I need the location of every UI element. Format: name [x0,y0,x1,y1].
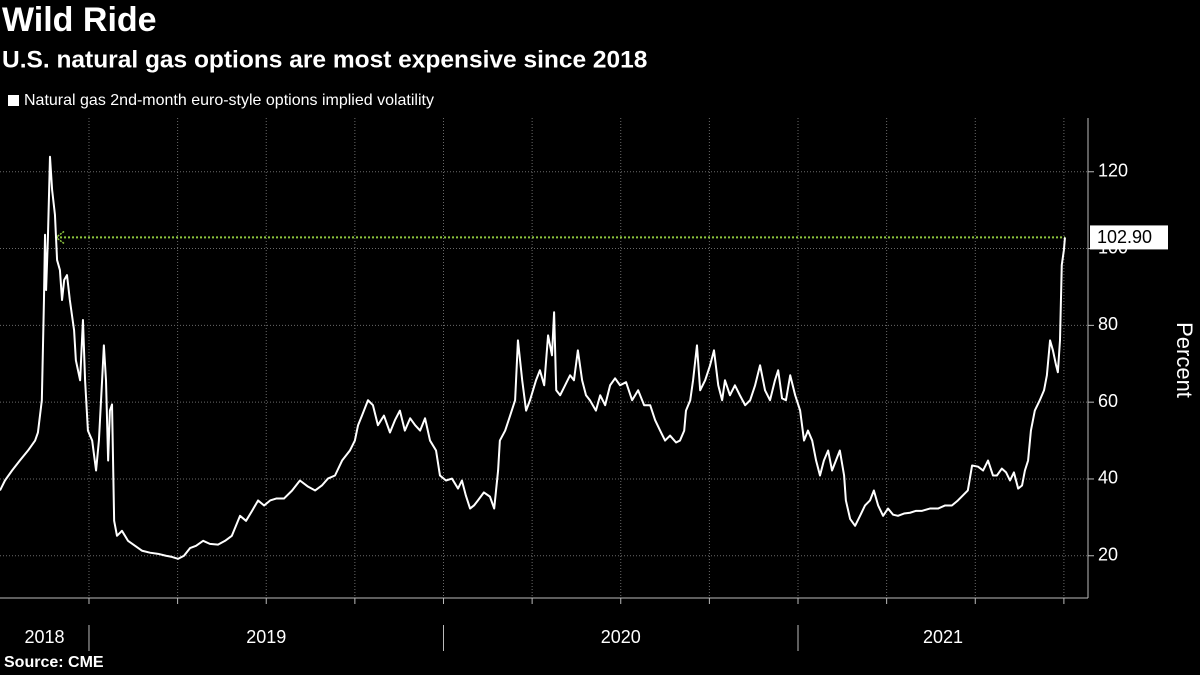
chart-title: Wild Ride [2,1,157,39]
data-line [0,155,1066,560]
y-tick-label: 60 [1098,391,1118,411]
x-tick-label: 2020 [601,627,641,647]
y-tick-label: 120 [1098,161,1128,181]
y-tick-label: 20 [1098,545,1118,565]
x-tick-label: 2021 [923,627,963,647]
y-tick-label: 40 [1098,468,1118,488]
y-tick-label: 80 [1098,314,1118,334]
chart-subtitle: U.S. natural gas options are most expens… [2,46,647,73]
source: Source: CME [4,654,104,671]
y-axis-label: Percent [1172,322,1197,398]
x-tick-label: 2018 [24,627,64,647]
x-tick-label: 2019 [246,627,286,647]
legend-swatch [8,95,19,106]
legend-label: Natural gas 2nd-month euro-style options… [24,92,434,109]
value-label: 102.90 [1097,227,1152,247]
value-label-box [1090,225,1168,250]
